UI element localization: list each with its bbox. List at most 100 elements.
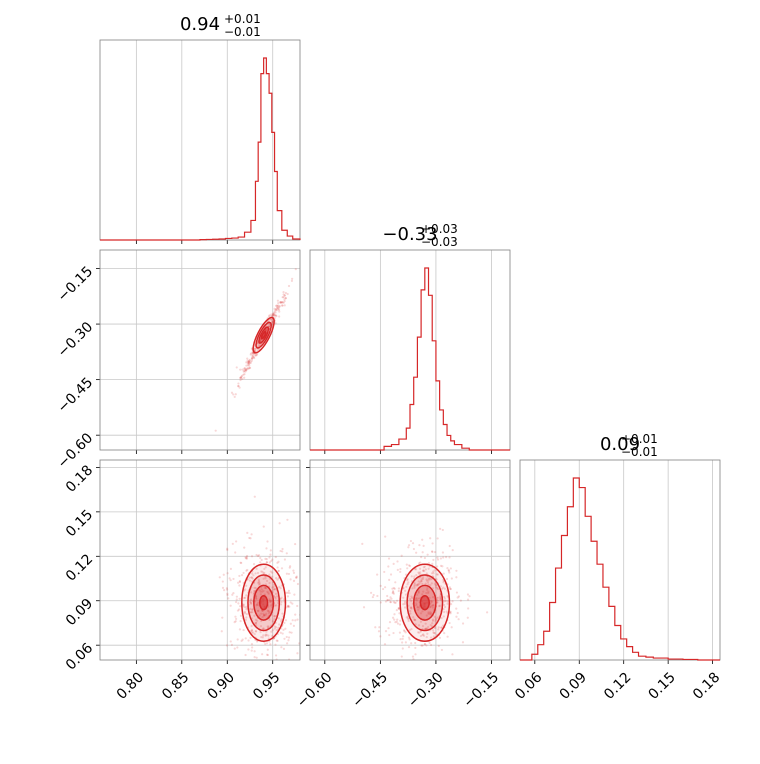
sample-point: [283, 294, 286, 297]
sample-point: [248, 366, 252, 370]
sample-point: [436, 558, 440, 561]
sample-point: [394, 581, 397, 584]
sample-point: [432, 635, 435, 638]
sample-point: [277, 661, 279, 663]
frame-p2: [519, 459, 721, 661]
sample-point: [277, 304, 280, 307]
sample-point: [416, 606, 419, 609]
sample-point: [267, 625, 270, 628]
sample-point: [376, 573, 379, 576]
sample-point: [257, 580, 260, 583]
sample-point: [265, 547, 268, 550]
sample-point: [432, 558, 435, 562]
sample-point: [256, 609, 260, 613]
sample-point: [250, 576, 253, 579]
sample-point: [290, 631, 293, 634]
sample-point: [273, 625, 276, 628]
sample-point: [232, 577, 235, 581]
sample-point: [420, 579, 423, 582]
sample-point: [272, 313, 275, 316]
sample-point: [423, 556, 426, 560]
sample-point: [396, 618, 399, 621]
sample-point: [272, 585, 275, 588]
panel-scatter-p2-p0: [96, 459, 303, 664]
sample-point: [413, 585, 416, 588]
sample-point: [221, 580, 224, 583]
sample-point: [274, 592, 278, 595]
sample-point: [246, 568, 249, 572]
sample-point: [254, 347, 257, 350]
sample-point: [237, 581, 240, 584]
sample-point: [445, 610, 448, 613]
sample-point: [249, 360, 252, 363]
sample-point: [255, 353, 258, 357]
sample-point: [430, 643, 433, 647]
sample-point: [251, 608, 254, 611]
sample-point: [264, 577, 267, 580]
sample-point: [407, 617, 410, 620]
sample-point: [457, 618, 460, 621]
sample-point: [438, 604, 441, 607]
sample-point: [420, 556, 423, 559]
sample-point: [424, 568, 427, 571]
sample-point: [404, 573, 408, 576]
sample-point: [273, 588, 276, 591]
sample-point: [263, 586, 266, 589]
sample-point: [268, 314, 271, 317]
frame-p1: [309, 249, 511, 451]
sample-point: [274, 588, 277, 591]
sample-point: [273, 615, 276, 618]
sample-point: [258, 582, 261, 586]
sample-point: [416, 584, 419, 587]
sample-point: [255, 603, 259, 606]
sample-point: [425, 572, 428, 575]
sample-point: [249, 636, 252, 639]
sample-point: [414, 598, 417, 601]
sample-point: [261, 570, 264, 573]
sample-point: [271, 620, 275, 623]
sample-point: [430, 577, 433, 581]
sample-point: [442, 572, 445, 575]
sample-point: [410, 595, 413, 598]
sample-point: [432, 629, 435, 632]
sample-point: [240, 574, 244, 577]
sample-point: [248, 364, 251, 367]
sample-point: [442, 556, 445, 559]
sample-point: [262, 612, 265, 615]
sample-point: [301, 585, 303, 587]
sample-point: [441, 551, 445, 554]
sample-point: [289, 565, 292, 568]
sample-point: [432, 631, 436, 635]
sample-point: [407, 636, 411, 639]
sample-point: [425, 635, 428, 639]
sample-point: [431, 622, 434, 625]
sample-point: [425, 627, 428, 630]
sample-point: [241, 638, 244, 641]
sample-point: [282, 647, 286, 651]
sample-point: [264, 328, 268, 332]
sample-point: [285, 591, 288, 594]
sample-point: [415, 574, 418, 577]
sample-point: [264, 634, 267, 637]
sample-point: [413, 582, 416, 585]
sample-point: [292, 624, 296, 627]
sample-point: [280, 304, 284, 307]
sample-point: [467, 607, 470, 610]
sample-point: [250, 533, 253, 536]
sample-point: [390, 597, 393, 600]
sample-point: [414, 646, 417, 650]
sample-point: [272, 314, 275, 317]
sample-point: [409, 539, 413, 543]
sample-point: [284, 297, 287, 300]
tick-label-y: −0.15: [55, 263, 97, 305]
sample-point: [269, 553, 272, 556]
sample-point: [248, 536, 251, 540]
sample-point: [237, 382, 240, 385]
sample-point: [404, 641, 407, 644]
sample-point: [379, 601, 382, 604]
sample-point: [251, 355, 254, 358]
sample-point: [264, 586, 268, 590]
tick-label-y: −0.45: [55, 375, 97, 417]
sample-point: [256, 554, 260, 558]
sample-point: [418, 544, 421, 547]
